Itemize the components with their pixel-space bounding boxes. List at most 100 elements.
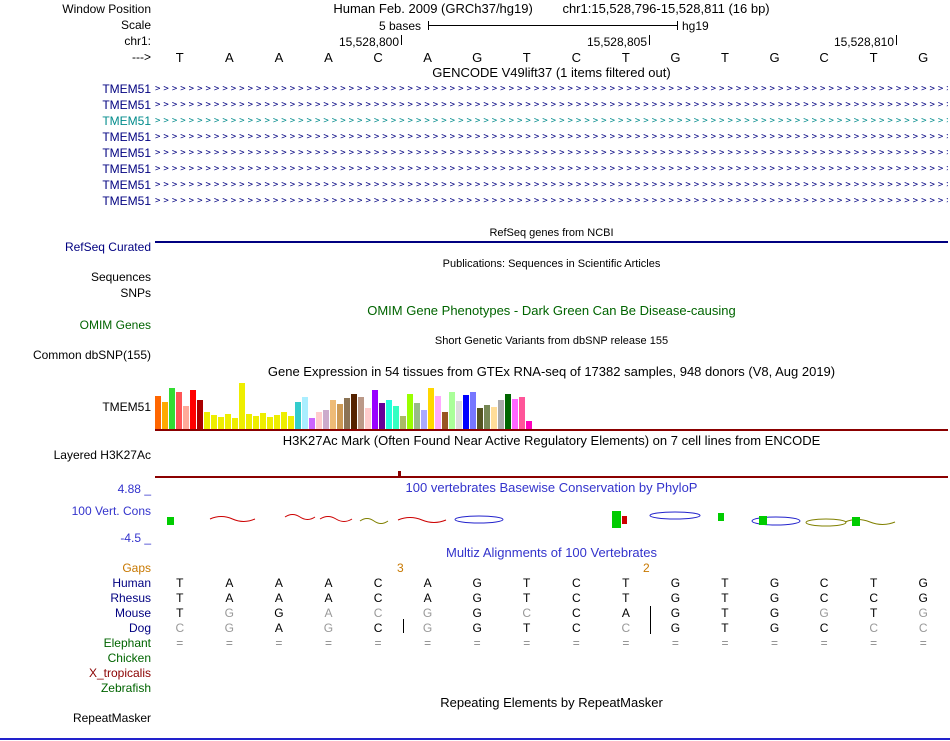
refseq-track-title[interactable]: RefSeq genes from NCBI: [489, 227, 614, 239]
gtex-bar-30[interactable]: [358, 397, 364, 430]
gtex-bar-9[interactable]: [211, 415, 217, 430]
gtex-bar-11[interactable]: [225, 414, 231, 430]
gtex-bar-39[interactable]: [421, 410, 427, 430]
sequences-label[interactable]: Sequences: [90, 270, 151, 284]
h3k27ac-label[interactable]: Layered H3K27Ac: [53, 448, 151, 462]
gtex-bar-1[interactable]: [155, 396, 161, 430]
species-label-x_tropicalis[interactable]: X_tropicalis: [88, 666, 151, 680]
conservation-track-title[interactable]: 100 vertebrates Basewise Conservation by…: [405, 480, 698, 495]
gtex-bar-51[interactable]: [505, 394, 511, 430]
omim-track-title[interactable]: OMIM Gene Phenotypes - Dark Green Can Be…: [367, 303, 736, 318]
gtex-bar-21[interactable]: [295, 402, 301, 430]
gtex-expression-bars[interactable]: [155, 383, 948, 430]
dbsnp-track-title[interactable]: Short Genetic Variants from dbSNP releas…: [434, 335, 669, 347]
gene-arrows-row-7[interactable]: >>>>>>>>>>>>>>>>>>>>>>>>>>>>>>>>>>>>>>>>…: [155, 180, 948, 190]
refseq-curated-label[interactable]: RefSeq Curated: [64, 240, 151, 254]
gtex-bar-53[interactable]: [519, 397, 525, 430]
gtex-bar-43[interactable]: [449, 392, 455, 430]
gtex-bar-15[interactable]: [253, 416, 259, 430]
gtex-bar-14[interactable]: [246, 414, 252, 430]
species-label-mouse[interactable]: Mouse: [114, 606, 151, 620]
omim-genes-label[interactable]: OMIM Genes: [79, 318, 151, 332]
gtex-bar-42[interactable]: [442, 412, 448, 430]
species-label-elephant[interactable]: Elephant: [103, 636, 151, 650]
refseq-curated-track[interactable]: [155, 241, 948, 243]
gene-arrows-row-1[interactable]: >>>>>>>>>>>>>>>>>>>>>>>>>>>>>>>>>>>>>>>>…: [155, 84, 948, 94]
gtex-bar-20[interactable]: [288, 416, 294, 430]
gtex-bar-19[interactable]: [281, 412, 287, 430]
snps-label[interactable]: SNPs: [120, 286, 151, 300]
gtex-bar-24[interactable]: [316, 412, 322, 430]
gene-arrows-row-2[interactable]: >>>>>>>>>>>>>>>>>>>>>>>>>>>>>>>>>>>>>>>>…: [155, 100, 948, 110]
gtex-bar-13[interactable]: [239, 383, 245, 430]
h3k27ac-signal-line[interactable]: [155, 476, 948, 478]
gtex-bar-22[interactable]: [302, 397, 308, 430]
gtex-bar-35[interactable]: [393, 406, 399, 430]
gene-arrows-row-6[interactable]: >>>>>>>>>>>>>>>>>>>>>>>>>>>>>>>>>>>>>>>>…: [155, 164, 948, 174]
gtex-bar-50[interactable]: [498, 400, 504, 430]
gtex-bar-48[interactable]: [484, 405, 490, 430]
multiz-track-title[interactable]: Multiz Alignments of 100 Vertebrates: [445, 545, 657, 560]
gtex-bar-33[interactable]: [379, 403, 385, 430]
gtex-bar-47[interactable]: [477, 408, 483, 430]
gtex-bar-52[interactable]: [512, 399, 518, 430]
gtex-bar-29[interactable]: [351, 394, 357, 430]
gtex-bar-26[interactable]: [330, 400, 336, 430]
gene-label-4[interactable]: TMEM51: [102, 130, 151, 144]
gtex-bar-54[interactable]: [526, 421, 532, 430]
gtex-bar-10[interactable]: [218, 417, 224, 430]
gtex-bar-7[interactable]: [197, 400, 203, 430]
repeatmasker-label[interactable]: RepeatMasker: [72, 711, 151, 725]
gene-label-8[interactable]: TMEM51: [102, 194, 151, 208]
gtex-bar-49[interactable]: [491, 407, 497, 430]
gtex-bar-37[interactable]: [407, 394, 413, 430]
gene-label-3[interactable]: TMEM51: [102, 114, 151, 128]
gtex-bar-46[interactable]: [470, 392, 476, 430]
conservation-label[interactable]: 100 Vert. Cons: [71, 504, 151, 518]
repeatmasker-track-title[interactable]: Repeating Elements by RepeatMasker: [440, 695, 663, 710]
gene-label-7[interactable]: TMEM51: [102, 178, 151, 192]
gtex-bar-2[interactable]: [162, 402, 168, 430]
gtex-bar-44[interactable]: [456, 401, 462, 430]
species-label-rhesus[interactable]: Rhesus: [110, 591, 151, 605]
dbsnp-label[interactable]: Common dbSNP(155): [32, 348, 151, 362]
gtex-bar-25[interactable]: [323, 410, 329, 430]
gtex-bar-6[interactable]: [190, 390, 196, 430]
gene-arrows-row-8[interactable]: >>>>>>>>>>>>>>>>>>>>>>>>>>>>>>>>>>>>>>>>…: [155, 196, 948, 206]
gtex-bar-31[interactable]: [365, 408, 371, 430]
gtex-bar-12[interactable]: [232, 418, 238, 430]
gtex-bar-4[interactable]: [176, 392, 182, 430]
gtex-gene-label[interactable]: TMEM51: [102, 400, 151, 414]
gtex-bar-18[interactable]: [274, 415, 280, 430]
gene-label-5[interactable]: TMEM51: [102, 146, 151, 160]
gtex-bar-28[interactable]: [344, 398, 350, 430]
conservation-wiggle[interactable]: [155, 495, 948, 545]
gtex-bar-5[interactable]: [183, 406, 189, 430]
gtex-bar-27[interactable]: [337, 404, 343, 430]
gtex-bar-40[interactable]: [428, 388, 434, 430]
gene-arrows-row-3[interactable]: >>>>>>>>>>>>>>>>>>>>>>>>>>>>>>>>>>>>>>>>…: [155, 116, 948, 126]
gene-arrows-row-4[interactable]: >>>>>>>>>>>>>>>>>>>>>>>>>>>>>>>>>>>>>>>>…: [155, 132, 948, 142]
gtex-bar-36[interactable]: [400, 416, 406, 430]
gtex-bar-41[interactable]: [435, 396, 441, 430]
gtex-bar-3[interactable]: [169, 388, 175, 430]
publications-track-title[interactable]: Publications: Sequences in Scientific Ar…: [442, 258, 661, 270]
gene-label-6[interactable]: TMEM51: [102, 162, 151, 176]
h3k27ac-track-title[interactable]: H3K27Ac Mark (Often Found Near Active Re…: [282, 433, 821, 448]
gene-label-1[interactable]: TMEM51: [102, 82, 151, 96]
strand-direction-label[interactable]: --->: [132, 50, 151, 64]
gtex-bar-34[interactable]: [386, 400, 392, 430]
species-label-chicken[interactable]: Chicken: [107, 651, 151, 665]
gtex-bar-16[interactable]: [260, 413, 266, 430]
gtex-bar-32[interactable]: [372, 390, 378, 430]
gtex-bar-45[interactable]: [463, 395, 469, 430]
gene-arrows-row-5[interactable]: >>>>>>>>>>>>>>>>>>>>>>>>>>>>>>>>>>>>>>>>…: [155, 148, 948, 158]
gene-label-2[interactable]: TMEM51: [102, 98, 151, 112]
species-label-dog[interactable]: Dog: [128, 621, 151, 635]
species-label-zebrafish[interactable]: Zebrafish: [100, 681, 151, 695]
gencode-track-title[interactable]: GENCODE V49lift37 (1 items filtered out): [432, 65, 671, 80]
gtex-bar-17[interactable]: [267, 417, 273, 430]
gtex-track-title[interactable]: Gene Expression in 54 tissues from GTEx …: [267, 364, 836, 379]
gtex-bar-8[interactable]: [204, 412, 210, 430]
gtex-bar-38[interactable]: [414, 403, 420, 430]
